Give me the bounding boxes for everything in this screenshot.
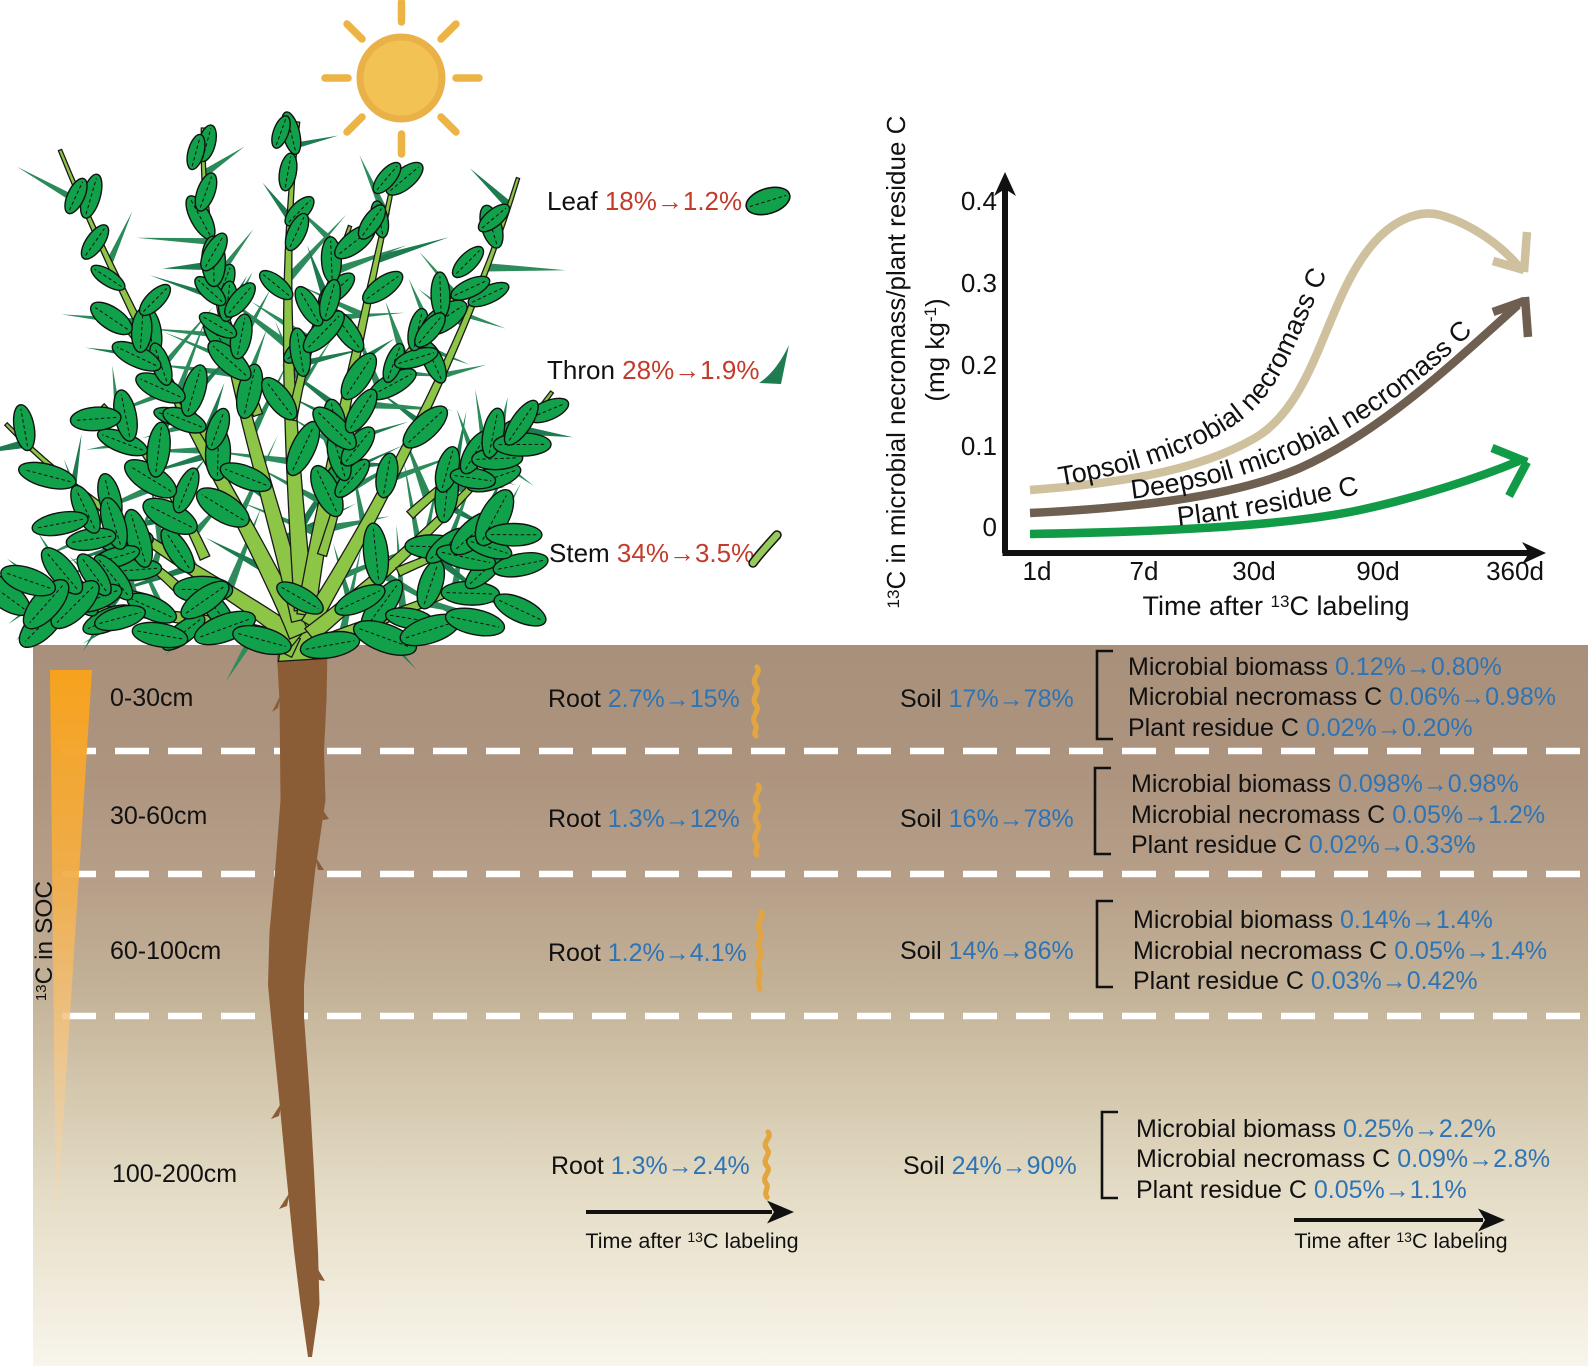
svg-text:Root 1.3%→2.4%: Root 1.3%→2.4%: [551, 1152, 750, 1180]
svg-text:Plant residue C 0.02%→0.20%: Plant residue C 0.02%→0.20%: [1128, 714, 1473, 742]
svg-text:Microbial necromass C 0.09%→2.: Microbial necromass C 0.09%→2.8%: [1136, 1145, 1550, 1173]
svg-text:Microbial necromass C 0.06%→0.: Microbial necromass C 0.06%→0.98%: [1128, 683, 1556, 711]
svg-text:Thron 28%→1.9%: Thron 28%→1.9%: [547, 355, 759, 385]
svg-text:Time after 13C labeling: Time after 13C labeling: [1142, 591, 1409, 621]
svg-text:Soil 17%→78%: Soil 17%→78%: [900, 685, 1074, 713]
svg-text:100-200cm: 100-200cm: [112, 1160, 237, 1188]
svg-text:90d: 90d: [1356, 556, 1399, 586]
svg-text:0: 0: [983, 512, 997, 542]
svg-text:1d: 1d: [1023, 556, 1052, 586]
svg-text:Root 1.3%→12%: Root 1.3%→12%: [548, 805, 740, 833]
svg-text:Deepsoil microbial necromass C: Deepsoil microbial necromass C: [1129, 314, 1477, 504]
svg-text:360d: 360d: [1486, 556, 1544, 586]
svg-text:Microbial biomass 0.12%→0.80%: Microbial biomass 0.12%→0.80%: [1128, 653, 1502, 681]
svg-text:Microbial necromass C 0.05%→1.: Microbial necromass C 0.05%→1.2%: [1131, 801, 1545, 829]
svg-text:Soil 16%→78%: Soil 16%→78%: [900, 805, 1074, 833]
svg-text:0.1: 0.1: [961, 431, 997, 461]
svg-text:30-60cm: 30-60cm: [110, 802, 207, 830]
svg-text:Root 2.7%→15%: Root 2.7%→15%: [548, 685, 740, 713]
svg-text:13C in microbial necromass/pla: 13C in microbial necromass/plant residue…: [881, 116, 911, 609]
svg-text:Leaf 18%→1.2%: Leaf 18%→1.2%: [547, 186, 742, 216]
svg-text:Microbial necromass C 0.05%→1.: Microbial necromass C 0.05%→1.4%: [1133, 937, 1547, 965]
svg-text:(mg kg-1): (mg kg-1): [920, 298, 950, 401]
svg-text:0-30cm: 0-30cm: [110, 684, 193, 712]
svg-text:Stem 34%→3.5%: Stem 34%→3.5%: [549, 538, 754, 568]
svg-text:Soil 14%→86%: Soil 14%→86%: [900, 937, 1074, 965]
svg-text:60-100cm: 60-100cm: [110, 937, 221, 965]
svg-text:Microbial biomass 0.25%→2.2%: Microbial biomass 0.25%→2.2%: [1136, 1115, 1496, 1143]
svg-text:Plant residue C 0.05%→1.1%: Plant residue C 0.05%→1.1%: [1136, 1176, 1467, 1204]
svg-text:30d: 30d: [1232, 556, 1275, 586]
svg-text:0.4: 0.4: [961, 186, 997, 216]
svg-text:Soil 24%→90%: Soil 24%→90%: [903, 1152, 1077, 1180]
svg-text:Plant residue C 0.03%→0.42%: Plant residue C 0.03%→0.42%: [1133, 967, 1478, 995]
svg-text:7d: 7d: [1130, 556, 1159, 586]
svg-text:13C in SOC: 13C in SOC: [31, 881, 58, 1001]
svg-text:Microbial biomass 0.14%→1.4%: Microbial biomass 0.14%→1.4%: [1133, 906, 1493, 934]
svg-text:0.3: 0.3: [961, 268, 997, 298]
svg-text:Plant residue C 0.02%→0.33%: Plant residue C 0.02%→0.33%: [1131, 831, 1476, 859]
svg-text:Microbial biomass 0.098%→0.98%: Microbial biomass 0.098%→0.98%: [1131, 770, 1519, 798]
svg-text:Root 1.2%→4.1%: Root 1.2%→4.1%: [548, 939, 747, 967]
svg-text:0.2: 0.2: [961, 350, 997, 380]
